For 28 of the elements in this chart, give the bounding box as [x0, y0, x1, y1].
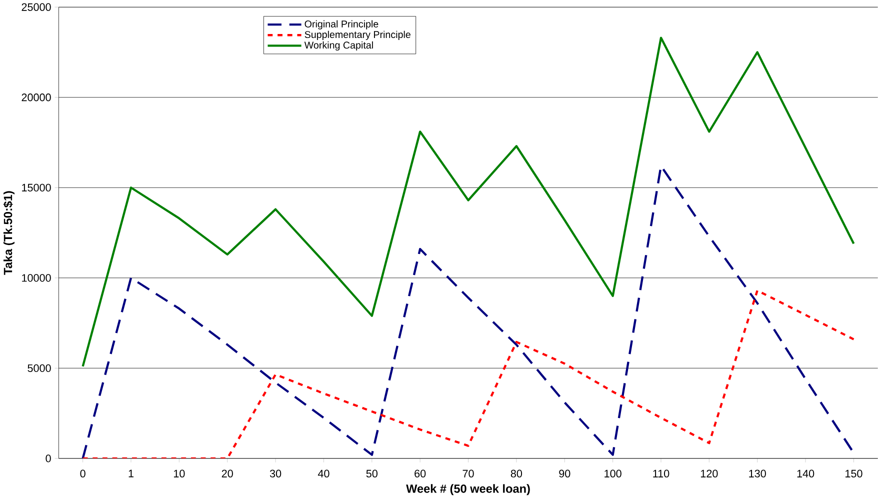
x-tick-label: 150 [846, 470, 862, 478]
y-tick-label: 10000 [22, 274, 51, 282]
x-tick-label: 140 [797, 470, 814, 478]
x-tick-label: 120 [700, 470, 718, 478]
x-tick-label: 50 [366, 470, 378, 478]
x-tick-label: 40 [318, 470, 330, 478]
x-tick-label: 130 [749, 470, 766, 478]
y-axis-title: Taka (Tk.50:$1) [3, 190, 14, 275]
x-tick-label: 100 [604, 470, 622, 478]
x-tick-label: 60 [414, 470, 426, 478]
x-tick-label: 20 [222, 470, 233, 478]
x-tick-label: 70 [462, 470, 474, 478]
y-tick-label: 0 [46, 454, 51, 462]
x-axis-title: Week # (50 week loan) [406, 484, 530, 495]
y-tick-label: 20000 [22, 93, 51, 101]
y-tick-label: 5000 [28, 364, 51, 372]
x-tick-label: 0 [80, 470, 86, 478]
legend-label: Supplementary Principle [304, 30, 410, 40]
x-tick-label: 10 [174, 470, 185, 478]
x-tick-label: 30 [270, 470, 282, 478]
x-tick-label: 80 [510, 470, 522, 478]
legend-label: Original Principle [304, 20, 378, 30]
x-tick-label: 90 [559, 470, 570, 478]
x-tick-label: 110 [653, 470, 670, 478]
legend-label: Working Capital [304, 41, 373, 50]
y-tick-label: 15000 [22, 184, 51, 192]
x-tick-label: 1 [128, 470, 134, 477]
y-tick-label: 25000 [22, 3, 51, 11]
